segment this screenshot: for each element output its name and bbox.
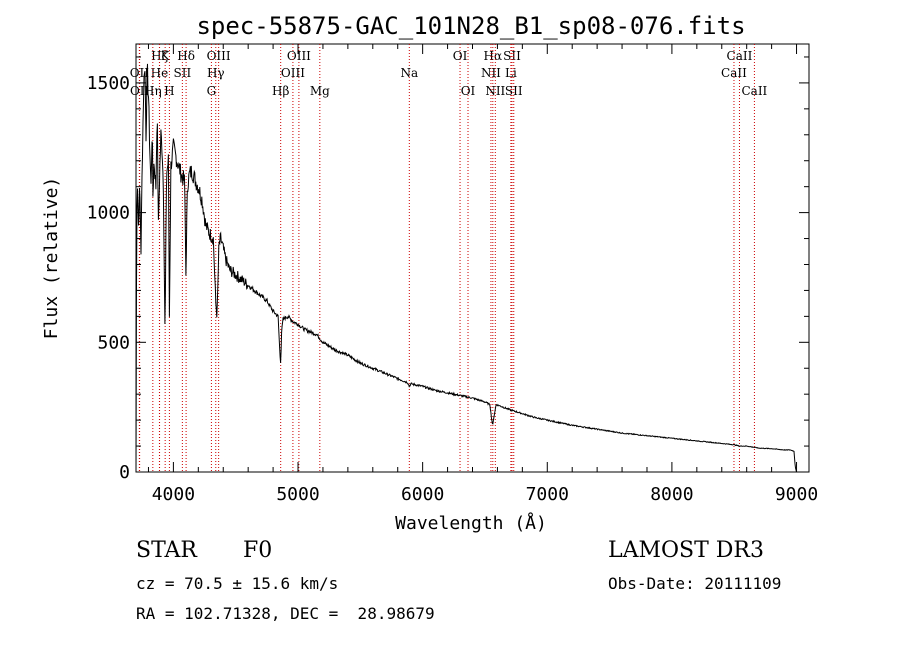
- line-marker-label: H: [164, 84, 174, 98]
- line-marker-label: Hα: [484, 49, 503, 63]
- line-marker-label: NII: [485, 84, 505, 98]
- line-marker-label: CaII: [727, 49, 753, 63]
- x-tick-label: 6000: [401, 484, 444, 505]
- line-marker-label: Mg: [310, 84, 330, 98]
- spectrum-line: [135, 63, 797, 473]
- x-tick-label: 7000: [526, 484, 569, 505]
- observation-date: Obs-Date: 20111109: [608, 574, 782, 593]
- line-marker-label: G: [207, 84, 217, 98]
- line-marker-label: Hδ: [177, 49, 195, 63]
- sky-coordinates: RA = 102.71328, DEC = 28.98679: [136, 604, 435, 623]
- line-marker-label: Li: [505, 66, 517, 80]
- line-marker-label: Na: [400, 66, 418, 80]
- y-tick-label: 1000: [87, 203, 130, 224]
- chart-title: spec-55875-GAC_101N28_B1_sp08-076.fits: [196, 12, 745, 40]
- line-marker-label: OIII: [281, 66, 305, 80]
- line-marker-label: Hγ: [207, 66, 225, 80]
- object-subclass: F0: [243, 538, 273, 563]
- axis-ticks: 4000 5000 6000 7000 8000 9000 0 500 1000 1500: [87, 44, 818, 505]
- line-marker-label: OII: [130, 84, 150, 98]
- line-marker-label: CaII: [721, 66, 747, 80]
- y-tick-label: 0: [119, 462, 130, 483]
- line-marker-label: OI: [453, 49, 468, 63]
- redshift-velocity: cz = 70.5 ± 15.6 km/s: [136, 574, 339, 593]
- line-marker-label: SII: [503, 49, 521, 63]
- y-tick-label: 500: [97, 332, 130, 353]
- x-tick-label: 9000: [775, 484, 818, 505]
- line-marker-label: Hβ: [272, 84, 289, 98]
- x-tick-label: 4000: [152, 484, 195, 505]
- line-marker-label: OI: [461, 84, 476, 98]
- y-tick-label: 1500: [87, 73, 130, 94]
- line-marker-label: He: [151, 66, 169, 80]
- line-marker-label: OIII: [207, 49, 231, 63]
- x-tick-label: 5000: [276, 484, 319, 505]
- line-marker-label: CaII: [741, 84, 767, 98]
- object-class: STAR: [136, 538, 197, 563]
- survey-name: LAMOST DR3: [608, 538, 764, 563]
- line-marker-label: SII: [505, 84, 523, 98]
- x-axis-label: Wavelength (Å): [395, 512, 547, 534]
- line-marker-label: SII: [174, 66, 192, 80]
- line-marker-label: OIII: [287, 49, 311, 63]
- plot-frame: [135, 43, 810, 473]
- line-marker-label: K: [161, 49, 171, 63]
- x-tick-label: 8000: [650, 484, 693, 505]
- y-axis-label: Flux (relative): [41, 177, 62, 340]
- line-marker-label: NII: [481, 66, 501, 80]
